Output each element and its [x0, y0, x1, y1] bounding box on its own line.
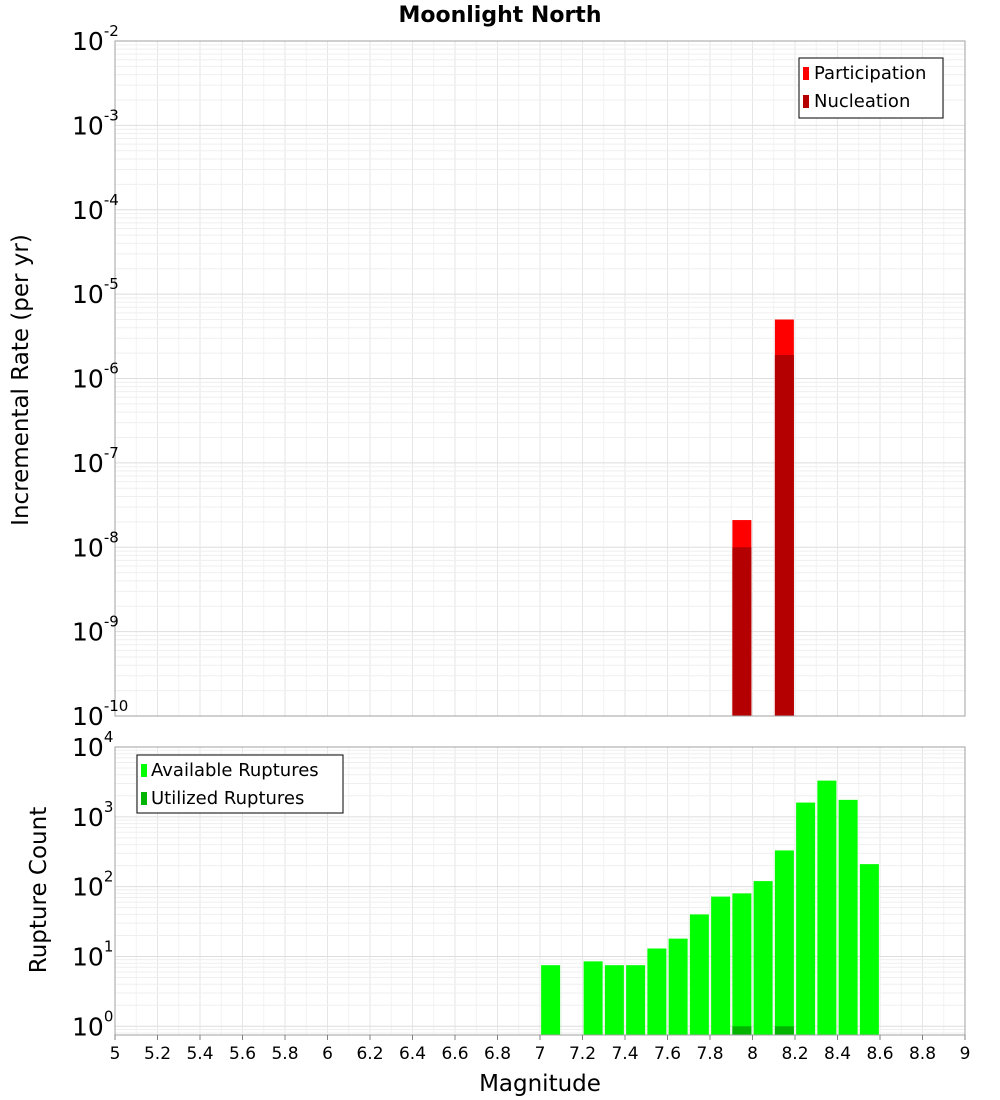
- y-tick-label: 10-3: [72, 106, 119, 140]
- x-axis-label: Magnitude: [479, 1071, 601, 1097]
- y-tick-label: 103: [72, 798, 113, 832]
- bar-available-ruptures: [689, 914, 709, 1035]
- x-tick-label: 8.8: [909, 1044, 936, 1064]
- bar-available-ruptures: [604, 965, 624, 1035]
- top-gridlines: [114, 40, 966, 717]
- legend-swatch-available-ruptures: [141, 764, 147, 777]
- x-tick-label: 6: [322, 1044, 333, 1064]
- x-tick-label: 5.4: [186, 1044, 213, 1064]
- bottom-y-tick-labels: 104 103 102 101 100: [72, 728, 113, 1041]
- bar-available-ruptures: [647, 948, 667, 1035]
- x-tick-label: 9: [960, 1044, 971, 1064]
- bottom-y-axis-label: Rupture Count: [26, 807, 52, 973]
- legend-swatch-nucleation: [803, 95, 809, 108]
- x-tick-label: 5: [110, 1044, 121, 1064]
- x-tick-labels: 5 5.2 5.4 5.6 5.8 6 6.2 6.4 6.6 6.8 7 7.2 7.4 7.6 7.8 8…: [110, 1035, 971, 1064]
- x-tick-label: 5.2: [144, 1044, 171, 1064]
- bottom-legend-box: [136, 754, 344, 814]
- y-tick-label: 10-10: [72, 697, 128, 731]
- top-legend-box: [798, 57, 944, 119]
- legend-label-participation: Participation: [814, 63, 926, 84]
- x-tick-label: 5.8: [271, 1044, 298, 1064]
- y-tick-label: 10-4: [72, 191, 119, 225]
- x-tick-label: 6.2: [356, 1044, 383, 1064]
- x-tick-label: 7.4: [611, 1044, 638, 1064]
- top-legend: Participation Nucleation: [798, 57, 944, 119]
- legend-label-available-ruptures: Available Ruptures: [151, 760, 319, 781]
- bar-nucleation: [774, 354, 794, 716]
- y-tick-label: 101: [72, 937, 113, 971]
- bottom-plot: 104 103 102 101 100 5 5.2 5.4 5.6 5.8 6 6.2 6.4 6.6 6…: [26, 728, 970, 1097]
- top-plot-frame: [114, 40, 966, 717]
- bar-available-ruptures: [753, 881, 773, 1035]
- x-tick-label: 6.4: [399, 1044, 426, 1064]
- bar-utilized-ruptures: [732, 1026, 752, 1035]
- x-tick-label: 7.6: [654, 1044, 681, 1064]
- bar-available-ruptures: [541, 965, 561, 1035]
- top-plot: 10-2 10-3 10-4 10-5 10-6 10-7 10-8 10-9 10-10 In…: [8, 22, 966, 731]
- bar-available-ruptures: [668, 938, 688, 1035]
- bar-utilized-ruptures: [774, 1026, 794, 1035]
- x-tick-label: 7: [535, 1044, 546, 1064]
- top-bars: [732, 319, 794, 716]
- chart-title: Moonlight North: [398, 3, 601, 28]
- y-tick-label: 102: [72, 868, 113, 902]
- bar-available-ruptures: [774, 850, 794, 1035]
- x-tick-label: 7.2: [569, 1044, 596, 1064]
- y-tick-label: 10-2: [72, 22, 119, 56]
- bar-available-ruptures: [583, 961, 603, 1035]
- bottom-bars: [541, 780, 879, 1035]
- legend-label-utilized-ruptures: Utilized Ruptures: [151, 788, 304, 809]
- top-y-axis-label: Incremental Rate (per yr): [8, 234, 34, 526]
- y-tick-label: 10-8: [72, 528, 119, 562]
- bar-nucleation: [732, 547, 752, 716]
- x-tick-label: 6.6: [441, 1044, 468, 1064]
- x-tick-label: 8.4: [824, 1044, 851, 1064]
- legend-label-nucleation: Nucleation: [814, 91, 910, 112]
- bar-available-ruptures: [711, 896, 731, 1035]
- y-tick-label: 10-5: [72, 275, 119, 309]
- bar-available-ruptures: [796, 802, 816, 1035]
- x-tick-label: 5.6: [229, 1044, 256, 1064]
- legend-swatch-participation: [803, 67, 809, 80]
- x-tick-label: 8: [747, 1044, 758, 1064]
- y-tick-label: 10-9: [72, 613, 119, 647]
- y-tick-label: 104: [72, 728, 113, 762]
- bar-available-ruptures: [817, 780, 837, 1035]
- y-tick-label: 100: [72, 1007, 113, 1041]
- y-tick-label: 10-7: [72, 444, 119, 478]
- bar-available-ruptures: [626, 965, 646, 1035]
- legend-swatch-utilized-ruptures: [141, 792, 147, 805]
- x-tick-label: 8.2: [781, 1044, 808, 1064]
- x-tick-label: 7.8: [696, 1044, 723, 1064]
- bar-available-ruptures: [838, 799, 858, 1035]
- bar-available-ruptures: [732, 893, 752, 1035]
- y-tick-label: 10-6: [72, 360, 119, 394]
- top-y-tick-labels: 10-2 10-3 10-4 10-5 10-6 10-7 10-8 10-9 10-10: [72, 22, 128, 731]
- x-tick-label: 8.6: [866, 1044, 893, 1064]
- bottom-legend: Available Ruptures Utilized Ruptures: [136, 754, 344, 814]
- bar-available-ruptures: [859, 864, 879, 1035]
- x-tick-label: 6.8: [484, 1044, 511, 1064]
